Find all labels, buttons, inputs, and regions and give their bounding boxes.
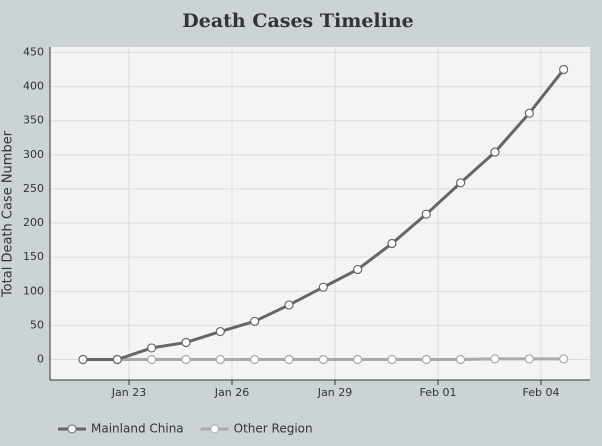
x-tick-label: Feb 04 xyxy=(522,386,559,399)
point xyxy=(284,300,294,310)
point xyxy=(215,326,225,337)
point xyxy=(490,354,500,364)
y-axis-label: Total Death Case Number xyxy=(1,130,16,298)
y-tick-label: 350 xyxy=(23,114,44,127)
point xyxy=(387,354,397,365)
point xyxy=(181,354,191,365)
y-tick-label: 400 xyxy=(23,80,44,93)
point xyxy=(284,354,294,365)
point xyxy=(524,108,534,118)
point xyxy=(353,354,363,365)
legend-marker xyxy=(67,424,77,434)
point xyxy=(456,354,466,365)
x-tick-label: Feb 01 xyxy=(419,386,456,399)
y-tick-label: 450 xyxy=(23,45,44,58)
point xyxy=(112,354,122,365)
legend-marker xyxy=(210,424,220,434)
point xyxy=(387,238,397,249)
point xyxy=(181,337,191,348)
point xyxy=(250,354,260,365)
chart-title: Death Cases Timeline xyxy=(182,10,414,32)
x-tick-label: Jan 26 xyxy=(214,386,249,399)
point xyxy=(421,354,431,365)
x-tick-label: Jan 29 xyxy=(317,386,352,399)
point xyxy=(78,354,88,365)
point xyxy=(559,64,569,75)
point xyxy=(318,282,328,292)
legend-label: Mainland China xyxy=(91,422,184,436)
point xyxy=(353,264,363,275)
y-tick-label: 50 xyxy=(30,318,44,331)
point xyxy=(147,343,157,353)
point xyxy=(215,354,225,365)
y-tick-label: 200 xyxy=(23,216,44,229)
point xyxy=(456,178,466,188)
x-tick-label: Jan 23 xyxy=(111,386,146,399)
point xyxy=(559,354,569,364)
y-tick-label: 150 xyxy=(23,250,44,263)
point xyxy=(524,354,534,364)
y-tick-label: 0 xyxy=(37,353,44,366)
plot-area xyxy=(50,47,590,380)
y-tick-label: 100 xyxy=(23,284,44,297)
point xyxy=(250,316,260,326)
point xyxy=(147,354,157,365)
point xyxy=(318,354,328,365)
legend-label: Other Region xyxy=(234,422,313,436)
y-tick-label: 300 xyxy=(23,148,44,161)
y-tick-label: 250 xyxy=(23,182,44,195)
point xyxy=(421,209,431,219)
point xyxy=(490,147,500,157)
